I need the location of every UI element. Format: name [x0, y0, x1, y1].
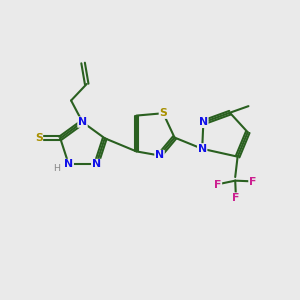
- Text: N: N: [155, 151, 164, 160]
- Text: N: N: [198, 144, 207, 154]
- Text: N: N: [64, 159, 73, 170]
- Text: N: N: [92, 159, 101, 170]
- Text: N: N: [78, 117, 87, 127]
- Text: H: H: [52, 164, 60, 172]
- Text: F: F: [232, 193, 239, 203]
- Text: N: N: [199, 117, 208, 128]
- Text: S: S: [159, 108, 167, 118]
- Text: F: F: [214, 180, 221, 190]
- Text: F: F: [249, 178, 256, 188]
- Text: S: S: [35, 133, 43, 143]
